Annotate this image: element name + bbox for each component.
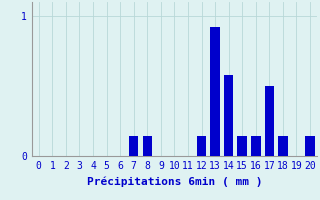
Bar <box>210 27 220 156</box>
Bar <box>305 136 315 156</box>
Bar <box>197 136 206 156</box>
Bar <box>142 136 152 156</box>
Bar <box>265 86 274 156</box>
X-axis label: Précipitations 6min ( mm ): Précipitations 6min ( mm ) <box>87 176 262 187</box>
Bar <box>224 75 233 156</box>
Bar <box>129 136 139 156</box>
Bar <box>251 136 260 156</box>
Bar <box>278 136 288 156</box>
Bar <box>237 136 247 156</box>
